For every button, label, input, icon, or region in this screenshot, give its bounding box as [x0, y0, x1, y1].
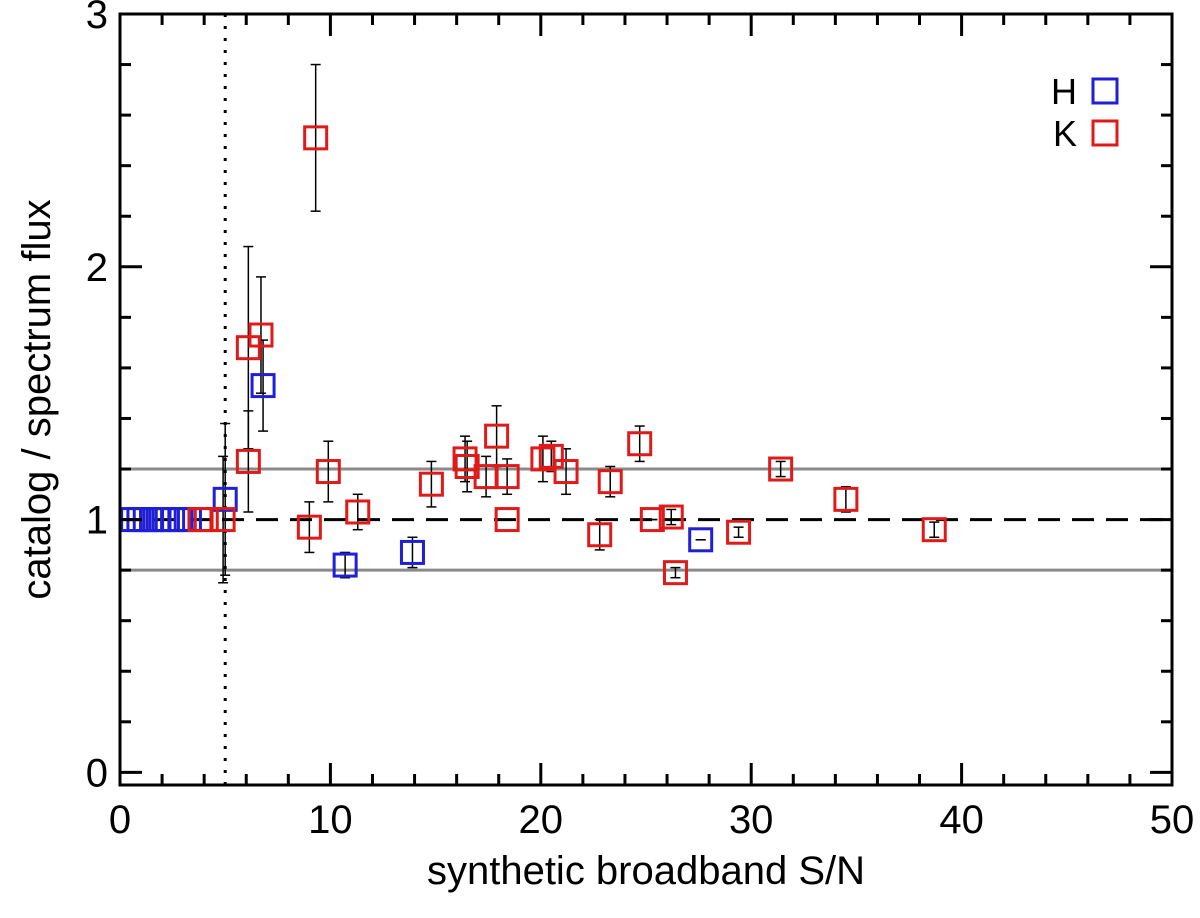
- data-point-K: [235, 335, 261, 361]
- data-point-K: [921, 517, 947, 543]
- x-tick-label: 50: [1150, 798, 1195, 842]
- legend: HK: [1051, 71, 1119, 154]
- tick-labels: 0 10 20 30 40 50 0 1 2 3: [86, 0, 1195, 842]
- y-tick-label: 0: [86, 751, 108, 795]
- data-point-K: [248, 322, 274, 348]
- y-tick-label: 3: [86, 0, 108, 37]
- data-point-H: [212, 486, 238, 512]
- data-point-K: [597, 469, 623, 495]
- data-point-K: [627, 431, 653, 457]
- y-tick-label: 2: [86, 246, 108, 290]
- x-tick-label: 0: [109, 798, 131, 842]
- x-tick-label: 20: [519, 798, 564, 842]
- data-point-K: [494, 507, 520, 533]
- data-point-K: [193, 507, 219, 533]
- legend-label-H: H: [1051, 71, 1077, 112]
- legend-marker-H: [1091, 77, 1119, 105]
- data-point-K: [494, 464, 520, 490]
- plot-frame: [118, 12, 1174, 787]
- data-point-K: [658, 504, 684, 530]
- data-point-H: [250, 373, 276, 399]
- x-tick-label: 40: [939, 798, 984, 842]
- data-point-K: [315, 459, 341, 485]
- reference-lines: [120, 14, 1172, 785]
- data-point-K: [296, 514, 322, 540]
- legend-label-K: K: [1053, 113, 1077, 154]
- data-point-K: [484, 423, 510, 449]
- data-point-K: [452, 446, 478, 472]
- y-tick-label: 1: [86, 499, 108, 543]
- data-point-K: [538, 443, 564, 469]
- x-tick-label: 10: [308, 798, 353, 842]
- y-axis-label: catalog / spectrum flux: [15, 199, 59, 599]
- data-point-K: [418, 471, 444, 497]
- data-point-K: [530, 446, 556, 472]
- data-point-K: [726, 519, 752, 545]
- data-point-K: [587, 522, 613, 548]
- data-points: [120, 125, 947, 586]
- x-axis-label: synthetic broadband S/N: [427, 849, 865, 893]
- data-point-K: [553, 459, 579, 485]
- data-point-K: [303, 125, 329, 151]
- data-point-H: [332, 552, 358, 578]
- data-point-K: [662, 560, 688, 586]
- data-point-K: [833, 486, 859, 512]
- data-point-K: [768, 456, 794, 482]
- data-point-K: [639, 507, 665, 533]
- data-point-K: [345, 499, 371, 525]
- axis-ticks: [118, 12, 1174, 785]
- data-point-H: [399, 539, 425, 565]
- data-point-K: [235, 448, 261, 474]
- data-point-H: [688, 527, 714, 553]
- legend-marker-K: [1091, 119, 1119, 147]
- data-point-K: [210, 507, 236, 533]
- x-tick-label: 30: [729, 798, 774, 842]
